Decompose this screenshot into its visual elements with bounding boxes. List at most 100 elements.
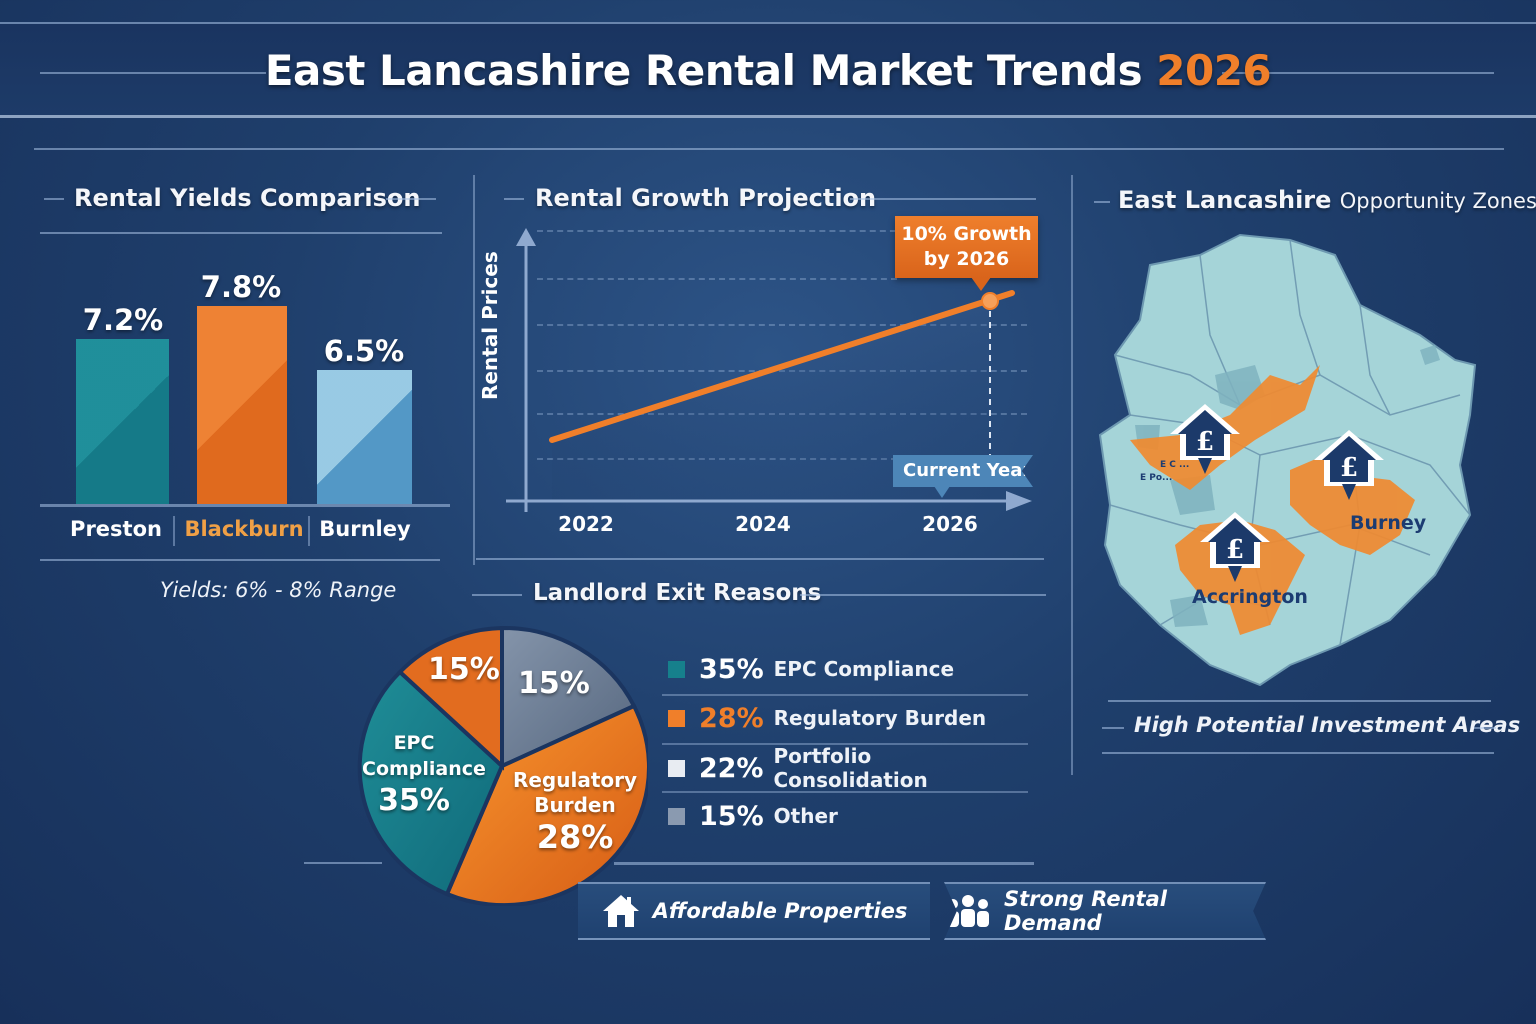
legend-swatch-gray xyxy=(668,807,685,825)
legend-pct: 22% xyxy=(698,752,764,784)
page-title: East Lancashire Rental Market Trends 202… xyxy=(0,46,1536,95)
growth-title: Rental Growth Projection xyxy=(535,184,877,212)
callout-line-2: by 2026 xyxy=(923,248,1010,270)
current-year-ribbon: Current Year xyxy=(893,455,1033,487)
bar-value-burnley: 6.5% xyxy=(323,334,405,368)
legend-item-portfolio: 22% Portfolio Consolidation xyxy=(668,744,1030,792)
legend-swatch-orange xyxy=(668,709,685,727)
banner-label: Affordable Properties xyxy=(652,899,908,923)
bar-preston xyxy=(76,339,169,504)
title-rule-left xyxy=(40,72,266,74)
pie-slice-other-gray xyxy=(500,626,637,770)
legend-swatch-teal xyxy=(668,660,685,678)
bar-burnley xyxy=(317,370,412,504)
pie-slice-regulatory-burden xyxy=(444,703,648,906)
pie-label-orange-small: 15% xyxy=(428,652,500,687)
legend-label: EPC Compliance xyxy=(773,657,955,681)
pie-label-reg-pct: 28% xyxy=(536,818,614,856)
pound-house-pin-burnley: £ xyxy=(1314,430,1384,500)
yields-bottom-rule xyxy=(40,559,440,561)
x-tick-2022: 2022 xyxy=(558,512,614,536)
callout-line-1: 10% Growth xyxy=(901,223,1032,245)
yields-title: Rental Yields Comparison xyxy=(74,184,421,212)
y-axis-label: Rental Prices xyxy=(478,251,502,400)
map-caption-rule-left xyxy=(1102,727,1124,729)
map-caption-rule-right xyxy=(1474,727,1496,729)
growth-line-chart xyxy=(506,228,1032,512)
banner-strong-rental-demand: Strong Rental Demand xyxy=(944,882,1266,940)
growth-title-rule-right xyxy=(850,198,1036,200)
legend-pct: 35% xyxy=(699,653,764,685)
yields-title-underline xyxy=(40,232,442,234)
page-title-text: East Lancashire Rental Market Trends xyxy=(264,46,1143,95)
growth-area xyxy=(552,300,990,500)
divider-right xyxy=(1071,175,1073,775)
legend-pct: 28% xyxy=(699,702,764,734)
gridline xyxy=(537,324,1027,326)
exit-title: Landlord Exit Reasons xyxy=(533,580,822,606)
page-title-year: 2026 xyxy=(1156,46,1272,95)
bar-value-blackburn: 7.8% xyxy=(200,270,282,304)
yields-bar-chart xyxy=(40,240,450,504)
legend-divider xyxy=(662,791,1028,793)
banner-affordable-properties: Affordable Properties xyxy=(578,882,930,940)
pie-label-epc-line2: Compliance xyxy=(362,758,486,780)
pound-icon: £ xyxy=(1226,535,1244,565)
ribbon-pointer-icon xyxy=(934,486,950,498)
bar-label-burnley: Burnley xyxy=(319,517,411,541)
label-separator-1 xyxy=(173,516,175,546)
pound-icon: £ xyxy=(1340,453,1358,483)
bar-value-preston: 7.2% xyxy=(82,303,164,337)
bar-label-preston: Preston xyxy=(70,517,162,541)
yields-range-note: Yields: 6% - 8% Range xyxy=(160,578,397,602)
banner-label: Strong Rental Demand xyxy=(1004,887,1167,935)
exit-pie-chart xyxy=(357,626,648,906)
yields-baseline xyxy=(40,504,450,507)
bar-blackburn xyxy=(197,306,287,504)
title-rule-right xyxy=(1222,72,1494,74)
legend-item-epc: 35% EPC Compliance xyxy=(668,645,1030,693)
map-title-rule-left xyxy=(1094,201,1110,203)
label-separator-2 xyxy=(308,516,310,546)
zone-accrington xyxy=(1175,520,1305,635)
map-title: East Lancashire Opportunity Zones xyxy=(1118,186,1536,214)
map-label-burnley: Burney xyxy=(1350,512,1427,534)
title-band xyxy=(0,22,1536,118)
legend-divider xyxy=(662,743,1028,745)
growth-callout: 10% Growth by 2026 xyxy=(895,216,1038,291)
pie-label-epc: EPC Compliance 35% xyxy=(362,730,486,820)
legend-divider xyxy=(662,694,1028,696)
house-icon xyxy=(601,893,641,929)
map-caption: High Potential Investment Areas xyxy=(1134,713,1521,737)
legend-label: Regulatory Burden xyxy=(773,706,987,730)
pie-label-reg-line1: Regulatory xyxy=(512,768,638,792)
legend-item-regulatory: 28% Regulatory Burden xyxy=(668,694,1030,742)
people-icon xyxy=(944,894,992,928)
x-axis-arrow-icon xyxy=(1006,491,1032,511)
map-label-small-2: E Po... xyxy=(1140,473,1173,483)
map-label-small-1: E C ... xyxy=(1160,460,1190,470)
zone-burnley xyxy=(1290,455,1415,555)
yields-title-rule-left xyxy=(44,198,64,200)
growth-bottom-rule xyxy=(476,558,1044,560)
exit-bottom-rule-right xyxy=(614,862,1034,865)
header-divider xyxy=(34,148,1504,150)
pound-house-pin-accrington: £ xyxy=(1200,512,1270,582)
legend-pct: 15% xyxy=(699,800,764,832)
legend-label: Other xyxy=(773,804,838,828)
pound-house-pin-blackburn: £ xyxy=(1170,404,1240,474)
legend-label: Portfolio Consolidation xyxy=(773,744,928,792)
divider-left xyxy=(473,175,475,565)
growth-title-rule-left xyxy=(504,198,524,200)
x-tick-2024: 2024 xyxy=(735,512,791,536)
pie-label-gray: 15% xyxy=(518,666,590,701)
pie-label-epc-line1: EPC xyxy=(393,732,435,754)
map-label-accrington: Accrington xyxy=(1192,586,1308,608)
pie-label-regulatory: Regulatory Burden 28% xyxy=(512,768,638,856)
pie-slice-epc-compliance xyxy=(357,669,505,897)
legend-swatch-white xyxy=(668,759,685,777)
yields-title-rule-right xyxy=(386,198,436,200)
legend-item-other: 15% Other xyxy=(668,792,1030,840)
x-tick-2026: 2026 xyxy=(922,512,978,536)
bar-label-blackburn: Blackburn xyxy=(184,517,304,541)
